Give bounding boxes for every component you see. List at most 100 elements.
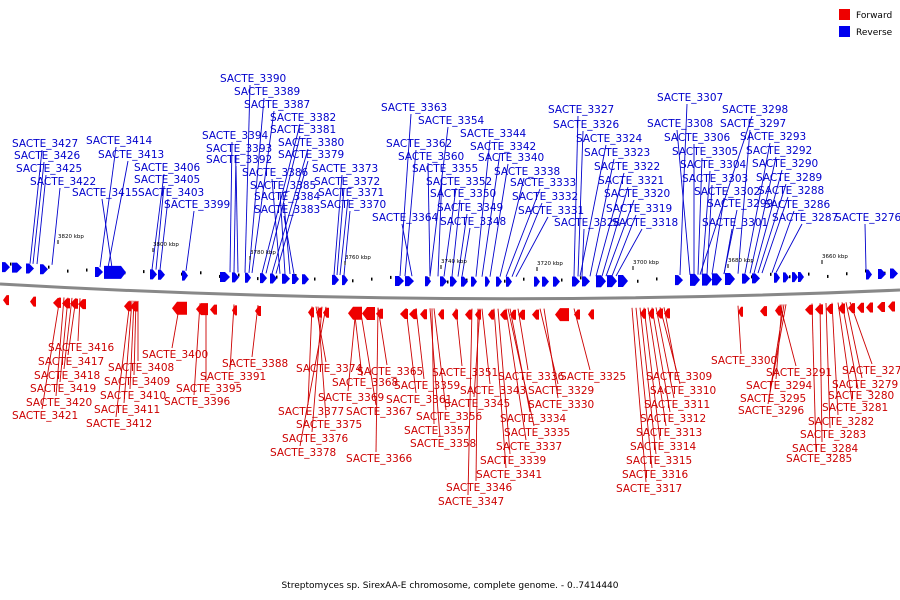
- gene-label-leader: [845, 302, 863, 379]
- forward-gene-arrow: [815, 304, 823, 315]
- reverse-gene-arrow: [690, 273, 700, 286]
- ruler-marker: [447, 280, 449, 284]
- forward-gene-arrow: [124, 301, 131, 312]
- gene-label: SACTE_3415: [72, 187, 138, 199]
- reverse-gene-arrow: [675, 275, 683, 286]
- gene-label-leader: [605, 199, 635, 277]
- gene-label-leader: [271, 178, 281, 274]
- gene-label: SACTE_3344: [460, 128, 527, 140]
- gene-label-leader: [333, 174, 343, 275]
- reverse-gene-arrow: [302, 274, 309, 285]
- gene-label: SACTE_3276: [835, 212, 900, 224]
- forward-gene-arrow: [760, 306, 767, 317]
- reverse-gene-arrow: [332, 274, 339, 285]
- gene-label-leader: [753, 169, 783, 274]
- gene-label: SACTE_3391: [200, 371, 266, 383]
- gene-label: SACTE_3299: [707, 198, 773, 210]
- gene-label: SACTE_3309: [646, 371, 712, 383]
- legend: Forward Reverse: [839, 9, 893, 38]
- gene-label: SACTE_3284: [792, 443, 859, 455]
- gene-label-leader: [837, 302, 853, 402]
- gene-label: SACTE_3334: [500, 413, 567, 425]
- gene-label: SACTE_3291: [766, 367, 832, 379]
- ruler-marker: [827, 274, 829, 278]
- gene-label-leader: [711, 197, 725, 275]
- gene-label: SACTE_3326: [553, 119, 620, 131]
- gene-label: SACTE_3345: [444, 398, 510, 410]
- ruler-marker: [561, 278, 563, 282]
- gene-label-leader: [473, 308, 481, 398]
- gene-label: SACTE_3364: [372, 212, 439, 224]
- gene-label-leader: [573, 115, 579, 277]
- reverse-gene-arrow: [582, 276, 590, 287]
- gene-label-leader: [497, 308, 511, 455]
- gene-label-leader: [251, 110, 275, 274]
- reverse-gene-arrow: [40, 264, 48, 275]
- ruler-marker: [257, 277, 259, 281]
- gene-label: SACTE_3313: [636, 427, 702, 439]
- ruler-marker: [67, 269, 69, 273]
- reverse-gene-arrow: [890, 268, 898, 279]
- gene-label: SACTE_3297: [720, 118, 786, 130]
- gene-label-leader: [577, 130, 584, 277]
- gene-label: SACTE_3354: [418, 115, 485, 127]
- gene-label: SACTE_3324: [576, 133, 643, 145]
- gene-label-leader: [233, 154, 237, 273]
- gene-label: SACTE_3395: [176, 383, 242, 395]
- gene-label-leader: [579, 144, 607, 277]
- gene-label-leader: [481, 308, 491, 385]
- gene-label: SACTE_3361: [386, 394, 452, 406]
- gene-label: SACTE_3386: [242, 167, 309, 179]
- legend-label-reverse: Reverse: [856, 28, 893, 38]
- ruler-marker: [504, 279, 506, 283]
- gene-label: SACTE_3331: [518, 205, 584, 217]
- gene-label-leader: [615, 228, 643, 277]
- gene-label: SACTE_3405: [134, 174, 200, 186]
- gene-label: SACTE_3286: [764, 199, 831, 211]
- gene-label: SACTE_3416: [48, 342, 115, 354]
- reverse-gene-arrow: [292, 274, 299, 285]
- gene-label: SACTE_3393: [206, 143, 272, 155]
- gene-label: SACTE_3314: [630, 441, 697, 453]
- gene-label-leader: [107, 160, 129, 268]
- ruler-marker: [238, 273, 240, 277]
- gene-label: SACTE_3336: [498, 371, 565, 383]
- gene-label: SACTE_3279: [832, 379, 898, 391]
- gene-label-leader: [499, 177, 525, 277]
- gene-label: SACTE_3365: [357, 366, 423, 378]
- reverse-gene-arrow: [150, 269, 157, 280]
- gene-label: SACTE_3389: [234, 86, 300, 98]
- reverse-gene-arrow: [104, 265, 126, 279]
- gene-label-leader: [639, 307, 657, 455]
- gene-label: SACTE_3357: [404, 425, 470, 437]
- gene-arrows: [2, 262, 898, 322]
- reverse-gene-arrow: [618, 275, 628, 288]
- gene-label-leader: [347, 307, 357, 392]
- reverse-gene-arrow: [783, 272, 789, 283]
- gene-label: SACTE_3356: [416, 411, 483, 423]
- gene-label-leader: [405, 308, 417, 394]
- gene-label-leader: [581, 228, 585, 277]
- gene-label: SACTE_3399: [164, 199, 230, 211]
- gene-label: SACTE_3383: [254, 204, 320, 216]
- gene-label: SACTE_3312: [640, 413, 706, 425]
- scale-tick-label: 3800 kbp: [153, 242, 179, 248]
- gene-label: SACTE_3347: [438, 496, 504, 508]
- gene-label: SACTE_3373: [312, 163, 378, 175]
- forward-gene-arrow: [420, 309, 427, 320]
- gene-label-leader: [129, 300, 135, 390]
- forward-gene-arrow: [452, 309, 458, 320]
- gene-label: SACTE_3406: [134, 162, 201, 174]
- gene-label: SACTE_3337: [496, 441, 562, 453]
- gene-label-leader: [643, 307, 661, 441]
- gene-label: SACTE_3421: [12, 410, 78, 422]
- gene-label-leader: [509, 308, 531, 413]
- gene-label-leader: [655, 307, 675, 399]
- ruler-marker: [352, 279, 354, 283]
- gene-label: SACTE_3317: [616, 483, 682, 495]
- gene-label: SACTE_3351: [432, 367, 498, 379]
- forward-gene-arrow: [210, 304, 217, 315]
- gene-label-leader: [235, 165, 239, 273]
- gene-label: SACTE_3378: [270, 447, 336, 459]
- gene-label-leader: [55, 297, 65, 397]
